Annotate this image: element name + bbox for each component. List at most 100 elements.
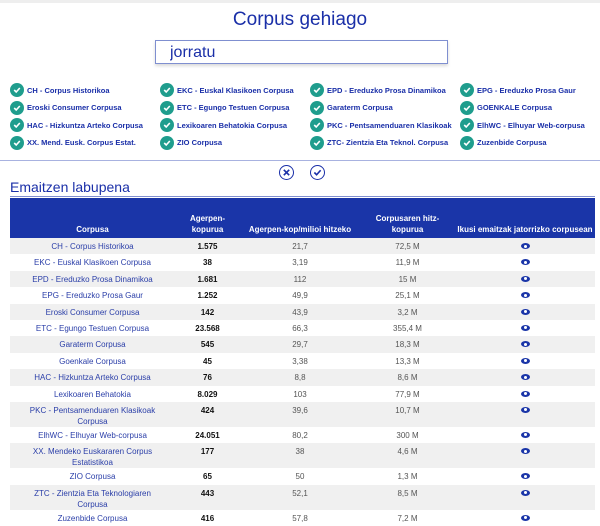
eye-icon[interactable] [520, 374, 530, 381]
corpus-checkbox[interactable]: CH - Corpus Historikoa [10, 82, 160, 98]
table-row: XX. Mendeko Euskararen Corpus Estatistik… [10, 443, 595, 469]
checkmark-icon [310, 135, 324, 150]
eye-icon[interactable] [520, 259, 530, 266]
corpus-name[interactable]: EPG - Ereduzko Prosa Gaur [42, 291, 143, 301]
check-circle-icon [313, 169, 322, 176]
corpus-checkbox-label: EPD - Ereduzko Prosa Dinamikoa [327, 85, 446, 95]
table-row: Eroski Consumer Corpusa 142 43,9 3,2 M [10, 303, 595, 320]
table-row: ZIO Corpusa 65 50 1,3 M [10, 468, 595, 484]
corpus-checkbox[interactable]: Lexikoaren Behatokia Corpusa [160, 117, 310, 133]
corpus-checkbox[interactable]: GOENKALE Corpusa [460, 100, 600, 116]
corpus-checkbox[interactable]: Zuzenbide Corpusa [460, 135, 600, 151]
corpus-checkbox[interactable]: PKC - Pentsamenduaren Klasikoak [310, 117, 460, 133]
corpus-size: 355,4 M [393, 323, 422, 333]
corpus-checkbox-label: ZIO Corpusa [177, 138, 223, 147]
col-view: Ikusi emaitzak jatorrizko corpusean [455, 198, 595, 238]
corpus-checkbox-label: ElhWC - Elhuyar Web-corpusa [477, 120, 585, 130]
corpus-checkbox[interactable]: EKC - Euskal Klasikoen Corpusa [160, 82, 310, 98]
eye-icon[interactable] [520, 341, 530, 348]
corpus-checkbox-label: Zuzenbide Corpusa [477, 138, 547, 147]
per-million: 39,6 [240, 401, 360, 427]
corpus-checkbox[interactable]: Eroski Consumer Corpusa [10, 100, 160, 116]
checkmark-icon [310, 83, 324, 97]
eye-icon[interactable] [520, 390, 530, 397]
match-count: 424 [175, 401, 240, 427]
corpus-checkbox-label: PKC - Pentsamenduaren Klasikoak [327, 120, 452, 130]
corpus-name[interactable]: Goenkale Corpusa [59, 356, 126, 366]
match-count: 24.051 [195, 430, 220, 440]
table-row: HAC - Hizkuntza Arteko Corpusa 76 8,8 8,6 M [10, 369, 595, 386]
view-results-cell [455, 443, 595, 469]
match-count: 1.681 [175, 270, 240, 288]
per-million: 3,38 [292, 356, 308, 366]
corpus-size: 11,9 M [395, 258, 420, 268]
checkmark-icon [310, 100, 324, 115]
clear-selection-button[interactable] [279, 165, 294, 180]
per-million: 8,8 [240, 369, 360, 386]
view-results-cell [455, 484, 595, 510]
view-results-cell [455, 401, 595, 427]
corpus-checkbox-label: XX. Mend. Eusk. Corpus Estat. [27, 138, 136, 147]
eye-icon[interactable] [520, 473, 530, 480]
eye-icon[interactable] [520, 292, 530, 299]
corpus-name[interactable]: Eroski Consumer Corpusa [10, 303, 175, 320]
eye-icon[interactable] [520, 324, 530, 331]
corpus-name[interactable]: XX. Mendeko Euskararen Corpus Estatistik… [10, 443, 175, 469]
corpus-name[interactable]: Garaterm Corpusa [10, 336, 175, 353]
corpus-name[interactable]: Zuzenbide Corpusa [57, 513, 128, 523]
corpus-name[interactable]: PKC - Pentsamenduaren Klasikoak Corpusa [10, 401, 175, 427]
search-input[interactable] [155, 40, 448, 64]
eye-icon[interactable] [520, 489, 530, 496]
per-million: 38 [240, 443, 360, 469]
eye-icon[interactable] [520, 448, 530, 455]
corpus-checkbox[interactable]: ElhWC - Elhuyar Web-corpusa [460, 117, 600, 133]
corpus-name[interactable]: EKC - Euskal Klasikoen Corpusa [34, 258, 151, 268]
match-count: 177 [175, 443, 240, 469]
per-million: 3,19 [292, 258, 308, 268]
table-row: PKC - Pentsamenduaren Klasikoak Corpusa 4… [10, 401, 595, 427]
eye-icon[interactable] [520, 357, 530, 364]
corpus-checkbox[interactable]: XX. Mend. Eusk. Corpus Estat. [10, 135, 160, 151]
corpus-checkbox[interactable]: HAC - Hizkuntza Arteko Corpusa [10, 117, 160, 133]
corpus-checkbox[interactable]: ETC - Egungo Testuen Corpusa [160, 100, 310, 116]
corpus-checkbox[interactable]: EPD - Ereduzko Prosa Dinamikoa [310, 82, 460, 98]
section-underline [10, 196, 595, 197]
confirm-selection-button[interactable] [310, 165, 325, 180]
corpus-name[interactable]: ZIO Corpusa [69, 472, 116, 482]
per-million: 49,9 [292, 291, 308, 301]
corpus-checkbox-label: Garaterm Corpusa [327, 103, 393, 112]
corpus-name[interactable]: Lexikoaren Behatokia [54, 389, 131, 399]
corpus-checkbox[interactable]: ZIO Corpusa [160, 135, 310, 151]
corpus-name[interactable]: ElhWC - Elhuyar Web-corpusa [38, 430, 147, 440]
eye-icon[interactable] [520, 514, 530, 521]
corpus-checkbox-label: EPG - Ereduzko Prosa Gaur [477, 85, 576, 95]
corpus-size: 1,3 M [397, 472, 418, 482]
corpus-size: 25,1 M [395, 291, 420, 301]
corpus-name[interactable]: HAC - Hizkuntza Arteko Corpusa [10, 369, 175, 386]
eye-icon[interactable] [520, 308, 530, 315]
corpus-checkbox[interactable]: Garaterm Corpusa [310, 100, 460, 116]
corpus-size: 300 M [396, 430, 419, 440]
eye-icon[interactable] [520, 243, 530, 249]
results-table: Corpusa Agerpen-kopurua Agerpen-kop/mili… [10, 198, 595, 526]
eye-icon[interactable] [520, 275, 530, 282]
eye-icon[interactable] [520, 431, 530, 438]
corpus-checkbox[interactable]: ZTC- Zientzia Eta Teknol. Corpusa [310, 135, 460, 151]
per-million: 43,9 [240, 303, 360, 320]
per-million: 57,8 [292, 513, 308, 523]
eye-icon[interactable] [520, 406, 530, 413]
match-count: 545 [175, 336, 240, 353]
corpus-name[interactable]: ETC - Egungo Testuen Corpusa [35, 323, 150, 333]
match-count: 1.575 [175, 238, 240, 255]
table-row: Goenkale Corpusa 45 3,38 13,3 M [10, 353, 595, 369]
corpus-name[interactable]: ZTC - Zientzia Eta Teknologiaren Corpusa [10, 484, 175, 510]
corpus-checklist: CH - Corpus Historikoa EKC - Euskal Klasi… [10, 82, 600, 151]
per-million: 52,1 [240, 484, 360, 510]
checkmark-icon [310, 118, 324, 132]
corpus-name[interactable]: CH - Corpus Historikoa [10, 238, 175, 255]
corpus-name[interactable]: EPD - Ereduzko Prosa Dinamikoa [10, 270, 175, 288]
per-million: 66,3 [292, 323, 308, 333]
corpus-checkbox[interactable]: EPG - Ereduzko Prosa Gaur [460, 82, 600, 98]
col-corpus: Corpusa [10, 198, 175, 238]
per-million: 80,2 [292, 430, 308, 440]
